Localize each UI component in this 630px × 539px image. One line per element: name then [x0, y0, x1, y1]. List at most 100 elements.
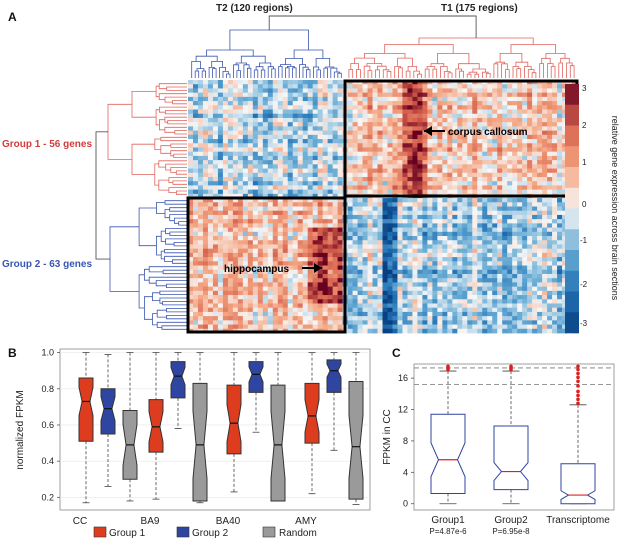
heatmap-cell	[197, 286, 204, 292]
heatmap-cell	[527, 240, 533, 245]
heatmap-cell	[222, 261, 229, 266]
heatmap-cell	[197, 273, 204, 279]
heatmap-cell	[407, 139, 413, 144]
heatmap-cell	[497, 282, 503, 288]
heatmap-cell	[327, 126, 334, 131]
heatmap-cell	[297, 231, 304, 237]
heatmap-cell	[427, 223, 433, 228]
heatmap-cell	[377, 223, 383, 228]
heatmap-cell	[432, 88, 438, 94]
dendrogram-branch	[156, 309, 167, 318]
heatmap-cell	[432, 143, 438, 148]
heatmap-cell	[372, 105, 378, 110]
heatmap-cell	[347, 96, 353, 102]
heatmap-cell	[267, 101, 274, 106]
heatmap-cell	[302, 316, 309, 321]
heatmap-cell	[557, 244, 563, 250]
heatmap-cell	[287, 164, 294, 169]
dendrogram-branch	[377, 65, 387, 70]
heatmap-cell	[302, 84, 309, 89]
heatmap-cell	[317, 80, 324, 85]
heatmap-cell	[362, 202, 368, 207]
heatmap-cell	[272, 227, 279, 233]
heatmap-cell	[282, 252, 289, 258]
heatmap-cell	[392, 147, 398, 153]
heatmap-cell	[317, 236, 324, 241]
heatmap-cell	[437, 328, 443, 334]
panel-b-y-ticks: 0.20.40.60.81.0	[41, 348, 60, 502]
heatmap-cell	[412, 160, 418, 165]
heatmap-cell	[497, 155, 503, 161]
heatmap-cell	[252, 130, 259, 136]
heatmap-cell	[522, 117, 528, 123]
heatmap-cell	[532, 189, 538, 195]
heatmap-cell	[287, 257, 294, 262]
heatmap-cell	[307, 202, 314, 207]
heatmap-cell	[247, 311, 254, 317]
heatmap-cell	[287, 130, 294, 136]
heatmap-cell	[532, 320, 538, 325]
heatmap-cell	[402, 252, 408, 258]
heatmap-cell	[247, 139, 254, 144]
heatmap-cell	[222, 172, 229, 178]
heatmap-cell	[437, 96, 443, 102]
heatmap-cell	[532, 185, 538, 191]
heatmap-cell	[407, 316, 413, 321]
heatmap-cell	[552, 168, 558, 174]
heatmap-cell	[487, 96, 493, 102]
heatmap-cell	[287, 223, 294, 228]
heatmap-cell	[452, 328, 458, 334]
heatmap-cell	[412, 134, 418, 140]
heatmap-cell	[402, 147, 408, 153]
heatmap-cell	[312, 252, 319, 258]
heatmap-cell	[372, 307, 378, 313]
heatmap-cell	[392, 252, 398, 258]
heatmap-cell	[267, 320, 274, 325]
heatmap-cell	[492, 189, 498, 195]
heatmap-cell	[277, 189, 284, 195]
heatmap-cell	[327, 181, 334, 186]
heatmap-cell	[542, 265, 548, 271]
heatmap-cell	[382, 299, 388, 304]
heatmap-cell	[257, 143, 264, 148]
heatmap-cell	[192, 189, 199, 195]
heatmap-cell	[272, 282, 279, 288]
heatmap-cell	[487, 172, 493, 178]
heatmap-cell	[397, 155, 403, 161]
heatmap-cell	[292, 273, 299, 279]
heatmap-cell	[282, 290, 289, 296]
heatmap-cell	[412, 252, 418, 258]
heatmap-cell	[467, 109, 473, 115]
heatmap-cell	[462, 143, 468, 148]
heatmap-cell	[497, 160, 503, 165]
heatmap-cell	[557, 311, 563, 317]
heatmap-cell	[257, 286, 264, 292]
heatmap-cell	[197, 290, 204, 296]
heatmap-cell	[527, 328, 533, 334]
heatmap-cell	[537, 189, 543, 195]
heatmap-cell	[477, 223, 483, 228]
heatmap-cell	[432, 244, 438, 250]
heatmap-cell	[372, 303, 378, 309]
heatmap-cell	[232, 307, 239, 313]
heatmap-cell	[522, 113, 528, 119]
heatmap-cell	[507, 273, 513, 279]
heatmap-cell	[562, 223, 568, 228]
heatmap-cell	[207, 176, 214, 182]
heatmap-cell	[392, 164, 398, 169]
heatmap-cell	[192, 202, 199, 207]
heatmap-cell	[432, 248, 438, 254]
heatmap-cell	[477, 130, 483, 136]
heatmap-cell	[392, 181, 398, 186]
heatmap-cell	[357, 160, 363, 165]
colorbar-step	[565, 125, 579, 147]
heatmap-cell	[242, 92, 249, 98]
heatmap-cell	[422, 84, 428, 89]
heatmap-cell	[227, 139, 234, 144]
heatmap-cell	[417, 181, 423, 186]
heatmap-cell	[262, 172, 269, 178]
heatmap-cell	[237, 299, 244, 304]
heatmap-cell	[337, 92, 344, 98]
heatmap-cell	[327, 219, 334, 224]
heatmap-cell	[237, 193, 244, 199]
